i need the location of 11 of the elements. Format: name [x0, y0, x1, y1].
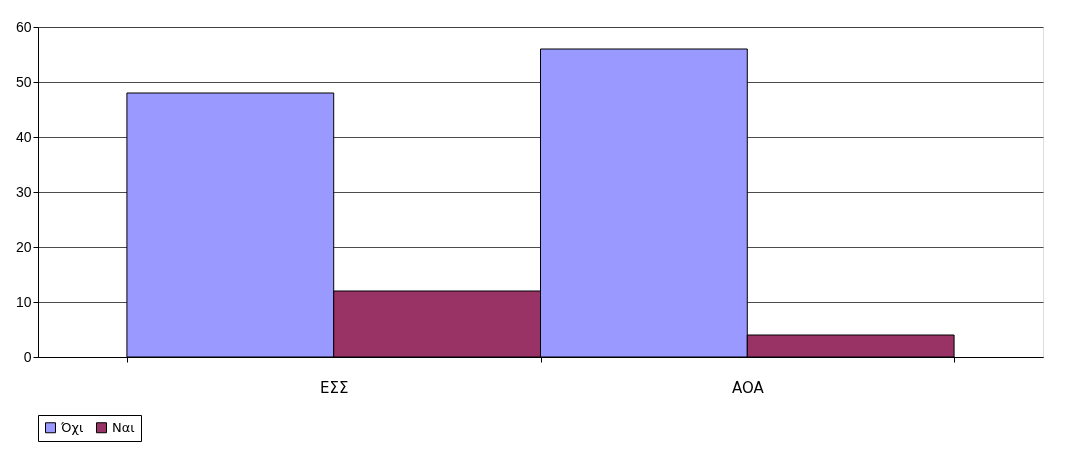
legend-label: Ναι [112, 419, 135, 435]
x-tick-label: ΕΣΣ [319, 378, 349, 397]
y-tick-label: 10 [15, 293, 32, 310]
y-tick-label: 20 [15, 238, 32, 255]
legend-label: Όχι [60, 419, 84, 435]
y-tick-label: 40 [15, 128, 32, 145]
y-tick-label: 0 [23, 348, 32, 365]
y-tick-label: 30 [15, 183, 32, 200]
x-tick-label: AOA [731, 378, 765, 397]
y-tick-label: 50 [15, 73, 32, 90]
y-tick-label: 60 [15, 18, 32, 35]
